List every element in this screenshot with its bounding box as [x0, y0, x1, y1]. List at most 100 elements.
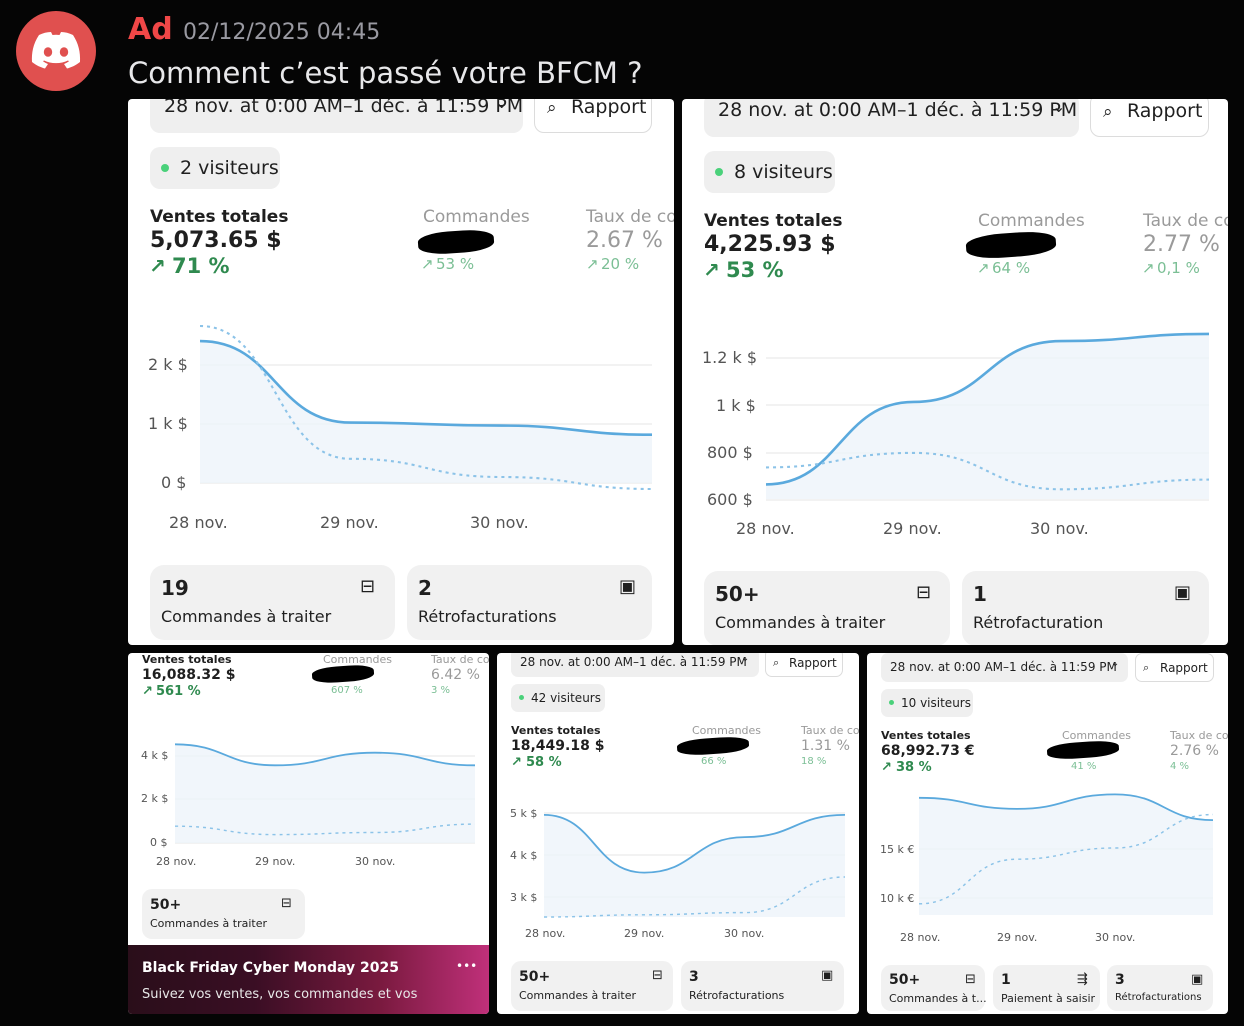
x-tick-label: 29 nov. [624, 927, 665, 940]
orders-to-process-tile[interactable]: 50+ Commandes à t... ⊟ [881, 965, 987, 1011]
clipboard-icon: ▣ [1191, 972, 1204, 987]
promo-title: Black Friday Cyber Monday 2025 [142, 960, 400, 976]
series-area [544, 814, 845, 917]
y-tick-label: 0 $ [150, 836, 168, 849]
chargebacks-tile[interactable]: 3 Rétrofacturations ▣ [681, 961, 844, 1011]
sales-chart [543, 812, 846, 918]
x-tick-label: 29 nov. [997, 931, 1038, 944]
date-range-selector[interactable]: 28 nov. at 0:00 AM–1 déc. à 11:59 PM ⌄ [881, 653, 1128, 682]
orders-label: Commandes [978, 211, 1085, 231]
report-button[interactable]: ⌕ Rapport [534, 99, 652, 133]
previous-period-line [765, 451, 1210, 491]
cash-icon: ⇶ [1077, 972, 1088, 987]
x-tick-label: 30 nov. [1030, 519, 1089, 538]
sales-chart [918, 793, 1214, 915]
screenshot-card-2[interactable]: 28 nov. at 0:00 AM–1 déc. à 11:59 PM ⌄ ⌕… [682, 99, 1228, 645]
discord-logo-icon [31, 32, 81, 69]
trend-up-icon: ↗ [586, 255, 599, 273]
clipboard-icon: ▣ [619, 576, 637, 597]
sales-value: 16,088.32 $ [142, 667, 236, 683]
sales-label: Ventes totales [704, 211, 843, 231]
orders-to-process-tile[interactable]: 19 Commandes à traiter ⊟ [150, 565, 395, 640]
sales-change: 561 % [156, 684, 201, 699]
x-tick-label: 29 nov. [255, 855, 296, 868]
discord-avatar[interactable] [16, 11, 96, 91]
promo-text: Suivez vos ventes, vos commandes et vos [142, 987, 418, 1002]
message-author[interactable]: Ad [128, 12, 173, 47]
sales-chart [174, 743, 476, 844]
orders-change: 41 % [1071, 761, 1097, 772]
orders-change: 607 % [331, 685, 363, 696]
live-dot-icon [161, 164, 169, 172]
date-range-selector[interactable]: 28 nov. at 0:00 AM–1 déc. à 11:59 PM ⌄ [511, 653, 759, 677]
x-tick-label: 28 nov. [156, 855, 197, 868]
trend-up-icon: ↗ [881, 760, 892, 775]
current-period-line [174, 743, 476, 767]
current-period-line [543, 814, 846, 874]
x-tick-label: 28 nov. [900, 931, 941, 944]
report-icon: ⌕ [1103, 102, 1113, 122]
chargebacks-tile[interactable]: 3 Rétrofacturations ▣ [1107, 965, 1213, 1011]
sales-change: 53 % [726, 258, 784, 282]
sales-chart [199, 324, 653, 491]
trend-up-icon: ↗ [421, 255, 434, 273]
series-area [919, 794, 1213, 915]
rate-change: 3 % [431, 685, 451, 696]
current-period-line [918, 793, 1214, 821]
rate-value: 2.67 % [586, 228, 663, 253]
more-options-icon[interactable]: ••• [456, 959, 478, 973]
orders-label: Commandes [692, 724, 762, 737]
date-range-selector[interactable]: 28 nov. at 0:00 AM–1 déc. à 11:59 PM ⌄ [704, 99, 1079, 137]
trend-up-icon: ↗ [142, 684, 153, 699]
screenshot-card-1[interactable]: 28 nov. at 0:00 AM–1 déc. à 11:59 PM ⌄ ⌕… [128, 99, 674, 645]
screenshot-card-5[interactable]: 28 nov. at 0:00 AM–1 déc. à 11:59 PM ⌄ ⌕… [867, 653, 1228, 1014]
y-tick-label: 0 $ [161, 473, 187, 492]
x-tick-label: 30 nov. [724, 927, 765, 940]
sales-label: Ventes totales [511, 724, 601, 737]
y-tick-label: 800 $ [707, 443, 753, 462]
chargebacks-tile[interactable]: 1 Rétrofacturation ▣ [962, 571, 1209, 645]
screenshot-card-3[interactable]: Ventes totales 16,088.32 $ ↗ 561 % Comma… [128, 653, 489, 1014]
series-area [175, 744, 475, 843]
payment-entry-tile[interactable]: 1 Paiement à saisir ⇶ [993, 965, 1100, 1011]
trend-up-icon: ↗ [977, 259, 990, 277]
rate-label: Taux de co [431, 653, 489, 666]
y-tick-label: 600 $ [707, 490, 753, 509]
sales-chart [765, 332, 1210, 501]
screenshot-card-4[interactable]: 28 nov. at 0:00 AM–1 déc. à 11:59 PM ⌄ ⌕… [497, 653, 859, 1014]
y-tick-label: 1.2 k $ [702, 348, 758, 367]
trend-up-icon: ↗ [703, 258, 720, 282]
message-timestamp: 02/12/2025 04:45 [183, 20, 381, 45]
date-range-selector[interactable]: 28 nov. at 0:00 AM–1 déc. à 11:59 PM ⌄ [150, 99, 523, 133]
inbox-icon: ⊟ [916, 582, 932, 603]
chevron-down-icon: ⌄ [1052, 99, 1066, 116]
report-button[interactable]: ⌕ Rapport [1135, 653, 1214, 682]
live-dot-icon [519, 695, 524, 700]
orders-to-process-tile[interactable]: 50+ Commandes à traiter ⊟ [511, 961, 673, 1011]
rate-change: 18 % [801, 756, 827, 767]
rate-value: 1.31 % [801, 738, 850, 754]
current-period-line [765, 332, 1210, 486]
series-area [766, 333, 1209, 499]
visitors-badge: 8 visiteurs [704, 151, 835, 193]
bfcm-promo-banner[interactable]: Black Friday Cyber Monday 2025 Suivez vo… [128, 945, 489, 1014]
rate-value: 2.77 % [1143, 232, 1220, 257]
sales-value: 5,073.65 $ [150, 228, 282, 253]
report-button[interactable]: ⌕ Rapport [765, 653, 843, 677]
orders-change: 66 % [701, 756, 727, 767]
chargebacks-tile[interactable]: 2 Rétrofacturations ▣ [407, 565, 652, 640]
series-area [200, 341, 652, 483]
rate-value: 6.42 % [431, 667, 480, 683]
orders-to-process-tile[interactable]: 50+ Commandes à traiter ⊟ [142, 889, 305, 939]
y-tick-label: 15 k € [880, 843, 915, 856]
rate-change: 20 % [601, 255, 640, 273]
rate-value: 2.76 % [1170, 743, 1219, 759]
x-tick-label: 30 nov. [470, 513, 529, 532]
orders-to-process-tile[interactable]: 50+ Commandes à traiter ⊟ [704, 571, 950, 645]
report-icon: ⌕ [773, 656, 780, 669]
report-button[interactable]: ⌕ Rapport [1090, 99, 1209, 137]
rate-change: 4 % [1170, 761, 1190, 772]
y-tick-label: 2 k $ [148, 355, 188, 374]
sales-value: 4,225.93 $ [704, 232, 836, 257]
